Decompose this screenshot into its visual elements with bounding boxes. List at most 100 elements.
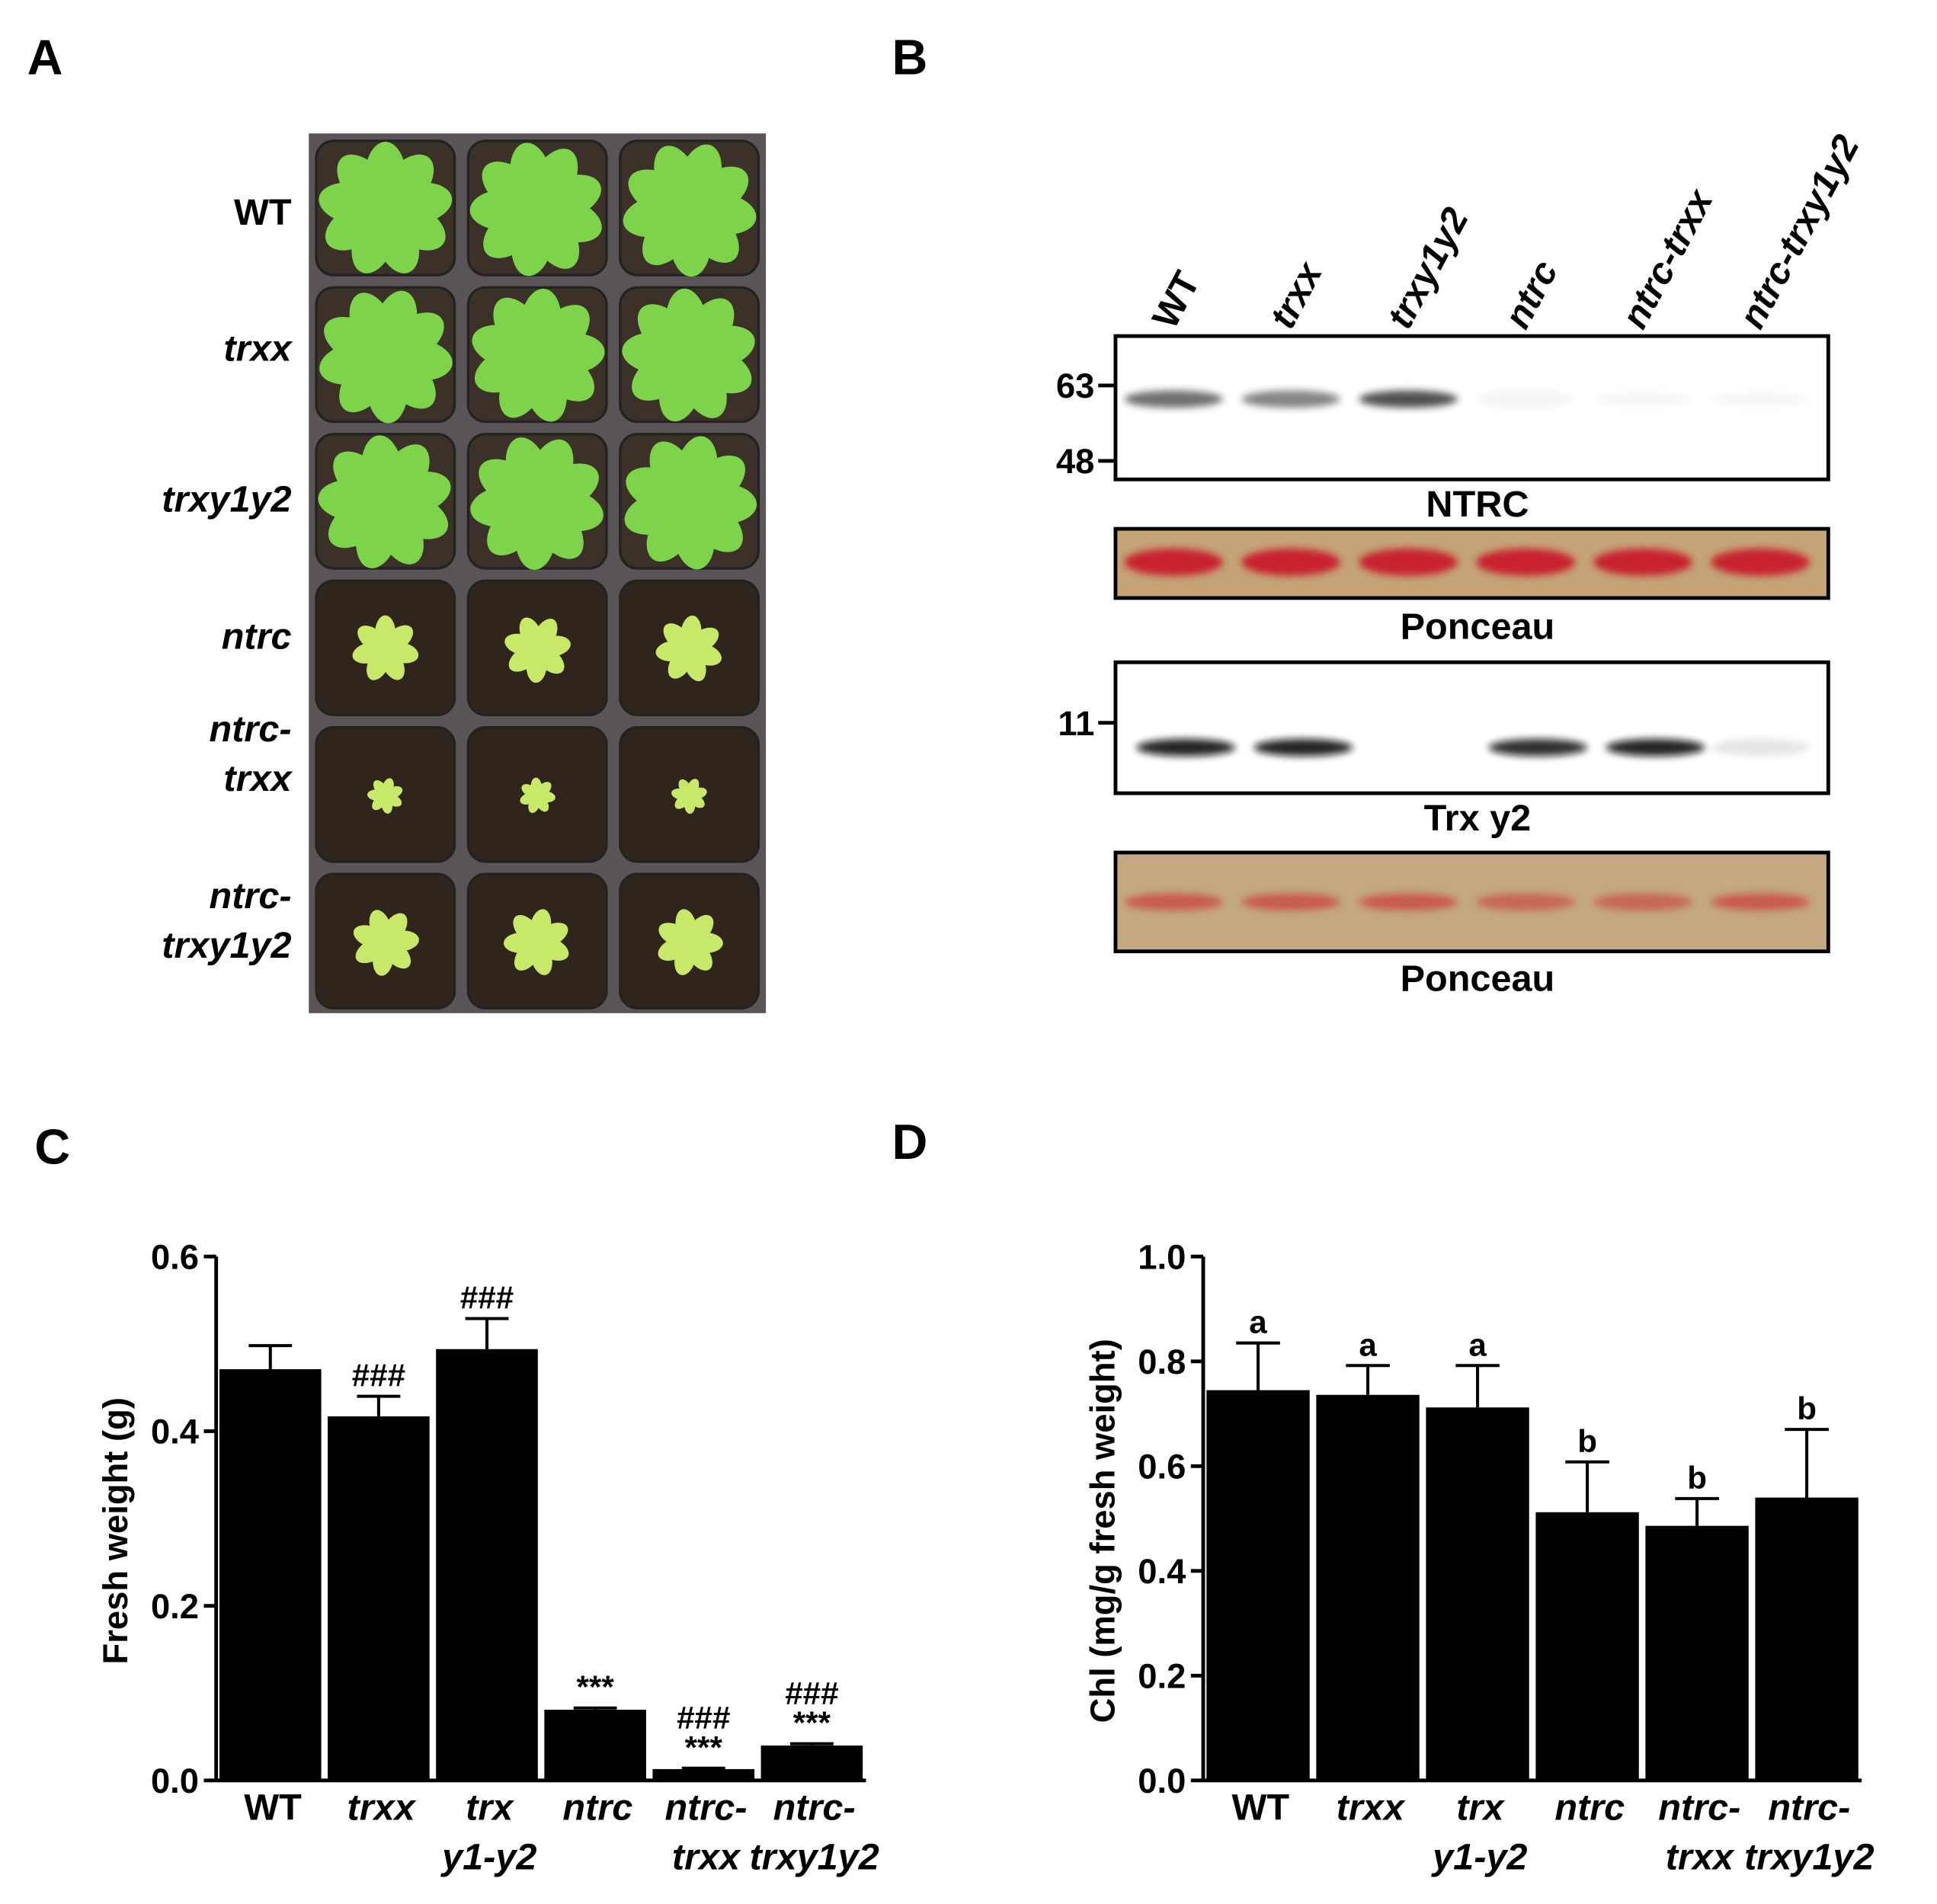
band: [1359, 390, 1458, 408]
band: [1593, 893, 1693, 911]
genotype-label: ntrc-trxy1y2: [162, 875, 291, 966]
rosette: [503, 909, 569, 975]
leaf: [533, 619, 558, 651]
bar: [1645, 1525, 1749, 1781]
x-tick-label: ntrc-trxy1y2: [1744, 1787, 1874, 1878]
rosette: [622, 288, 755, 422]
leaf: [361, 435, 403, 506]
blot: [1113, 526, 1830, 600]
blot-label: Ponceau: [1401, 958, 1555, 1000]
panel-label: C: [34, 1119, 70, 1175]
bar: [544, 1710, 646, 1781]
rosette: [658, 909, 723, 975]
y-tick-label: 1.0: [1138, 1237, 1186, 1276]
blot: [1113, 850, 1830, 954]
rosette: [472, 288, 605, 422]
x-tick-label: trxx: [347, 1787, 417, 1829]
band: [1124, 549, 1223, 576]
genotype-label: trxx: [223, 328, 293, 370]
x-tick-label: ntrc-trxx: [664, 1787, 747, 1878]
genotype-label: WT: [234, 192, 292, 233]
photo-background: [309, 133, 767, 1013]
leaf: [535, 923, 568, 948]
panel-label: A: [27, 29, 63, 85]
annotation: ### ***: [785, 1675, 838, 1741]
rosette: [504, 617, 571, 683]
y-tick-label: 0.8: [1138, 1342, 1186, 1381]
annotation: b: [1797, 1390, 1817, 1426]
band: [1476, 549, 1575, 576]
rosette: [353, 910, 419, 976]
band: [1241, 549, 1340, 576]
y-tick-label: 0.2: [1138, 1657, 1186, 1696]
band: [1136, 738, 1236, 757]
band: [1488, 738, 1588, 757]
genotype-label: trxy1y2: [162, 478, 291, 520]
y-tick-label: 0.6: [151, 1237, 199, 1276]
leaf: [337, 154, 392, 215]
band: [1476, 893, 1575, 911]
blot: [1113, 334, 1830, 482]
band: [1241, 893, 1340, 911]
lane-label: trxy1y2: [1379, 201, 1477, 335]
bar: [1316, 1394, 1420, 1781]
genotype-label: ntrc-trxx: [210, 709, 293, 799]
band: [1606, 738, 1705, 757]
bar: [436, 1349, 538, 1781]
rosette: [520, 777, 555, 814]
panel-label: D: [892, 1114, 927, 1170]
rosette: [367, 778, 403, 814]
bar: [652, 1768, 755, 1781]
leaf: [681, 298, 735, 361]
panel-label: B: [892, 29, 927, 85]
leaf: [520, 288, 562, 360]
x-tick-label: ntrc-trxx: [1658, 1787, 1740, 1878]
rosette: [470, 437, 604, 570]
band: [1124, 893, 1223, 911]
band: [1593, 390, 1692, 408]
lane-label: WT: [1145, 264, 1208, 334]
rosette: [319, 142, 453, 274]
lane-label: ntrc: [1497, 254, 1566, 334]
leaf: [526, 439, 574, 507]
annotation: ###: [352, 1358, 405, 1394]
leaf: [684, 455, 745, 510]
band: [1711, 390, 1810, 408]
rosette: [318, 435, 451, 568]
y-tick-label: 0.4: [1138, 1552, 1186, 1591]
band: [1711, 738, 1811, 757]
annotation: a: [1468, 1326, 1487, 1362]
leaf: [688, 787, 707, 800]
annotation: ### ***: [677, 1700, 730, 1765]
band: [1711, 893, 1811, 911]
bar: [219, 1369, 322, 1781]
x-tick-label: trx y1-y2: [440, 1787, 536, 1878]
marker-label: 11: [1058, 704, 1094, 743]
annotation: a: [1359, 1326, 1377, 1362]
x-tick-label: trxx: [1337, 1787, 1406, 1829]
leaf: [510, 142, 553, 213]
x-tick-label: ntrc: [562, 1787, 632, 1829]
bar: [328, 1416, 430, 1781]
y-tick-label: 0.4: [151, 1413, 199, 1451]
rosette: [655, 615, 722, 682]
x-tick-label: ntrc: [1554, 1787, 1625, 1829]
marker-label: 63: [1056, 366, 1094, 405]
leaf: [349, 293, 397, 360]
band: [1593, 549, 1693, 576]
bar: [1206, 1390, 1310, 1781]
band: [1476, 390, 1575, 408]
band: [1124, 390, 1223, 408]
x-tick-label: WT: [244, 1787, 302, 1829]
annotation: b: [1687, 1460, 1707, 1496]
y-tick-label: 0.0: [151, 1762, 199, 1800]
lane-label: ntrc-trxy1y2: [1731, 129, 1867, 335]
rosette: [352, 615, 419, 680]
annotation: a: [1249, 1304, 1267, 1340]
annotation: ###: [460, 1280, 514, 1316]
leaf: [687, 932, 723, 953]
blot-label: Ponceau: [1401, 606, 1555, 647]
genotype-label: ntrc: [222, 616, 292, 657]
y-axis-title: Chl (mg/g fresh weight): [1083, 1339, 1122, 1723]
